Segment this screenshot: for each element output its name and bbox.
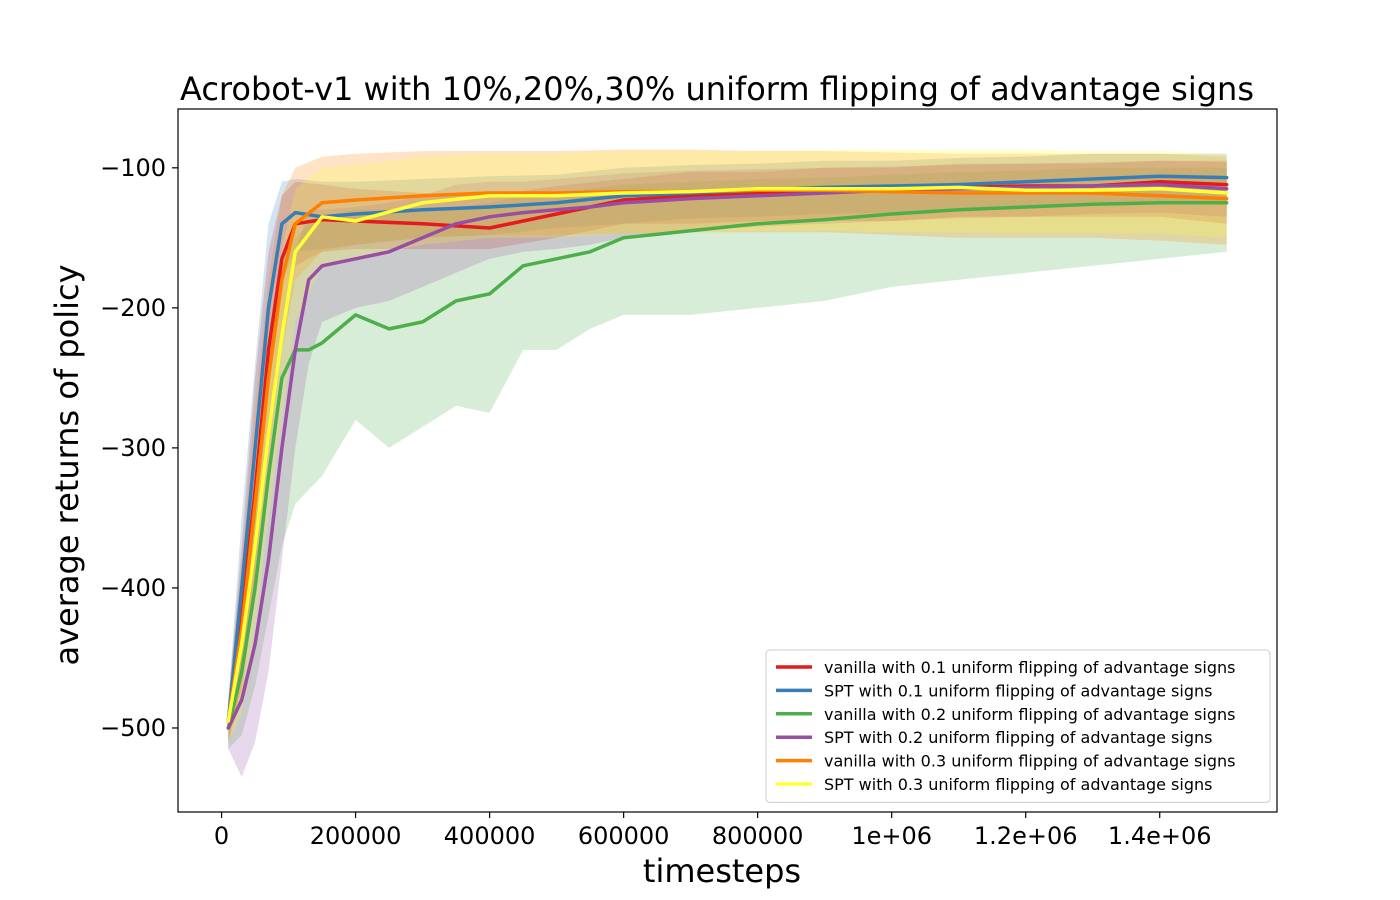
x-tick-label-2: 400000 bbox=[444, 822, 536, 850]
x-tick-label-5: 1e+06 bbox=[851, 822, 932, 850]
legend-label-1: vanilla with 0.1 uniform flipping of adv… bbox=[824, 658, 1235, 677]
y-tick-label-4: −500 bbox=[100, 714, 166, 742]
x-tick-label-4: 800000 bbox=[712, 822, 804, 850]
y-tick-label-2: −300 bbox=[100, 434, 166, 462]
x-axis: 0 200000 400000 600000 800000 1e+06 1.2e+06 1.4… bbox=[214, 812, 1212, 850]
x-tick-label-3: 600000 bbox=[578, 822, 670, 850]
legend-label-5: vanilla with 0.3 uniform flipping of adv… bbox=[824, 752, 1235, 771]
series-line-3 bbox=[226, 201, 1229, 730]
plot-frame bbox=[177, 108, 1278, 813]
series-line-6 bbox=[226, 185, 1229, 723]
y-tick-label-3: −400 bbox=[100, 574, 166, 602]
x-axis-label: timesteps bbox=[643, 852, 801, 890]
series-band-6 bbox=[228, 149, 1227, 743]
x-tick-label-1: 200000 bbox=[310, 822, 402, 850]
x-tick-label-7: 1.4e+06 bbox=[1108, 822, 1212, 850]
legend-label-3: vanilla with 0.2 uniform flipping of adv… bbox=[824, 705, 1235, 724]
x-tick-label-0: 0 bbox=[214, 822, 229, 850]
x-tick-label-6: 1.2e+06 bbox=[974, 822, 1078, 850]
series-band-3 bbox=[228, 167, 1227, 750]
legend-box bbox=[765, 649, 1271, 803]
y-tick-label-0: −100 bbox=[100, 154, 166, 182]
legend-label-4: SPT with 0.2 uniform flipping of advanta… bbox=[824, 728, 1212, 747]
legend-label-2: SPT with 0.1 uniform flipping of advanta… bbox=[824, 681, 1212, 700]
legend: vanilla with 0.1 uniform flipping of adv… bbox=[765, 649, 1271, 803]
series-band-2 bbox=[228, 153, 1227, 743]
series-line-2 bbox=[226, 174, 1229, 723]
series-line-5 bbox=[226, 188, 1229, 723]
series-band-5 bbox=[228, 149, 1227, 743]
legend-label-6: SPT with 0.3 uniform flipping of advanta… bbox=[824, 775, 1212, 794]
series-band-4 bbox=[228, 160, 1227, 778]
y-axis-label: average returns of policy bbox=[48, 264, 86, 665]
series-lines bbox=[226, 174, 1229, 730]
y-axis: −100 −200 −300 −400 −500 bbox=[100, 154, 178, 742]
y-tick-label-1: −200 bbox=[100, 294, 166, 322]
chart-title: Acrobot-v1 with 10%,20%,30% uniform flip… bbox=[180, 70, 1254, 108]
